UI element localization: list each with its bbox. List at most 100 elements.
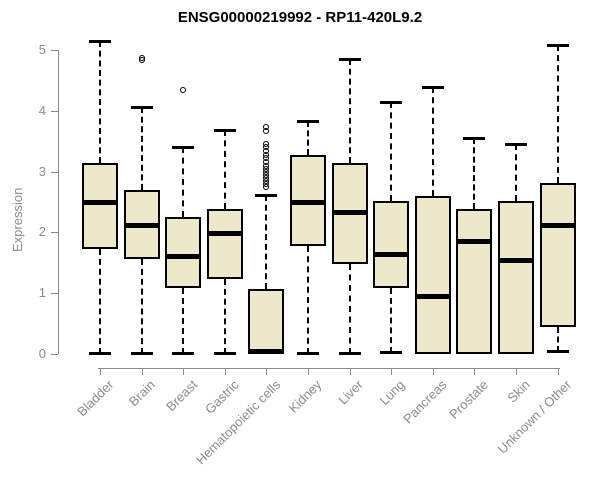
whisker-lower-brain [140, 259, 143, 354]
x-tick [474, 368, 476, 375]
y-tick [51, 232, 58, 234]
whisker-cap-upper-bladder [89, 39, 111, 43]
x-tick [349, 368, 351, 375]
whisker-upper-pancreas [431, 87, 434, 196]
x-tick [557, 368, 559, 375]
outlier-point-breast [180, 86, 187, 93]
outlier-point-brain [138, 54, 145, 61]
outlier-point-hematopoietic-cells [263, 123, 270, 130]
x-tick [266, 368, 268, 375]
whisker-cap-upper-pancreas [421, 86, 444, 90]
whisker-lower-kidney [307, 245, 309, 354]
median-breast [167, 253, 200, 259]
whisker-upper-skin [515, 143, 517, 202]
box-prostate [456, 209, 493, 354]
x-category-label: Prostate [446, 377, 492, 422]
box-lung [373, 200, 410, 288]
median-prostate [458, 239, 491, 245]
whisker-upper-gastric [223, 130, 226, 210]
y-tick [51, 354, 58, 355]
whisker-cap-upper-lung [380, 100, 403, 104]
whisker-lower-bladder [99, 249, 101, 354]
y-tick [51, 171, 58, 173]
whisker-lower-breast [182, 287, 185, 354]
whisker-cap-lower-kidney [297, 352, 319, 355]
whisker-cap-upper-skin [505, 142, 527, 146]
x-category-label: Brain [126, 377, 159, 410]
whisker-upper-kidney [307, 120, 309, 155]
whisker-upper-prostate [473, 137, 476, 210]
y-tick-label: 5 [38, 42, 46, 57]
x-category-label: Kidney [285, 377, 325, 416]
y-tick-label: 3 [38, 163, 46, 179]
whisker-cap-upper-breast [172, 146, 195, 150]
y-tick [51, 110, 58, 112]
y-tick-label: 4 [38, 102, 46, 118]
outlier-point-hematopoietic-cells [263, 140, 270, 147]
y-tick [51, 293, 58, 295]
box-skin [498, 201, 534, 354]
y-tick [51, 50, 58, 51]
whisker-cap-upper-hematopoietic-cells [255, 194, 278, 198]
x-tick [183, 368, 185, 375]
whisker-upper-brain [140, 106, 143, 191]
whisker-cap-lower-brain [130, 352, 153, 355]
whisker-cap-upper-kidney [297, 119, 319, 123]
whisker-upper-unknown-other [556, 45, 559, 184]
whisker-cap-upper-prostate [463, 136, 486, 140]
whisker-cap-lower-gastric [213, 352, 236, 355]
median-gastric [208, 230, 241, 236]
x-category-label: Bladder [74, 377, 117, 420]
box-hematopoietic-cells [248, 288, 285, 354]
median-pancreas [416, 293, 449, 299]
x-tick [141, 368, 143, 375]
median-liver [333, 210, 366, 216]
median-hematopoietic-cells [250, 349, 283, 355]
x-category-label: Lung [376, 377, 408, 409]
median-skin [500, 258, 532, 264]
whisker-cap-lower-unknown-other [546, 350, 569, 354]
y-axis-line [58, 50, 59, 354]
whisker-upper-liver [348, 58, 351, 164]
whisker-cap-lower-lung [380, 350, 403, 354]
x-tick [391, 368, 393, 375]
y-tick-label: 1 [38, 285, 46, 301]
x-category-label: Unknown / Other [494, 377, 575, 457]
whisker-cap-upper-brain [130, 105, 153, 109]
box-unknown-other [539, 183, 576, 327]
whisker-upper-lung [390, 101, 393, 201]
box-pancreas [414, 195, 451, 354]
whisker-cap-upper-unknown-other [546, 44, 569, 48]
x-axis-line [98, 368, 560, 369]
whisker-cap-lower-liver [338, 352, 361, 355]
box-breast [165, 217, 202, 288]
whisker-upper-breast [182, 147, 185, 218]
x-category-label: Liver [335, 377, 367, 408]
x-tick [308, 368, 309, 375]
whisker-lower-liver [348, 264, 351, 354]
box-gastric [206, 209, 243, 280]
whisker-cap-lower-bladder [89, 352, 111, 355]
x-category-label: Skin [504, 377, 533, 406]
whisker-lower-gastric [223, 279, 226, 354]
x-tick [100, 368, 101, 375]
box-bladder [82, 163, 118, 250]
whisker-cap-lower-breast [172, 352, 195, 355]
median-unknown-other [541, 222, 574, 228]
x-tick [224, 368, 226, 375]
whisker-upper-bladder [99, 40, 101, 164]
x-tick [432, 368, 434, 375]
x-tick [516, 368, 517, 375]
y-tick-label: 2 [38, 224, 46, 240]
x-category-label: Gastric [201, 377, 242, 417]
plot-title: ENSG00000219992 - RP11-420L9.2 [177, 9, 423, 26]
whisker-lower-lung [390, 287, 393, 353]
median-brain [125, 223, 158, 229]
whisker-lower-unknown-other [556, 326, 559, 353]
median-kidney [292, 199, 324, 205]
whisker-upper-hematopoietic-cells [265, 195, 268, 289]
y-tick-label: 0 [38, 346, 46, 361]
x-category-label: Breast [162, 377, 200, 415]
whisker-cap-upper-liver [338, 57, 361, 61]
